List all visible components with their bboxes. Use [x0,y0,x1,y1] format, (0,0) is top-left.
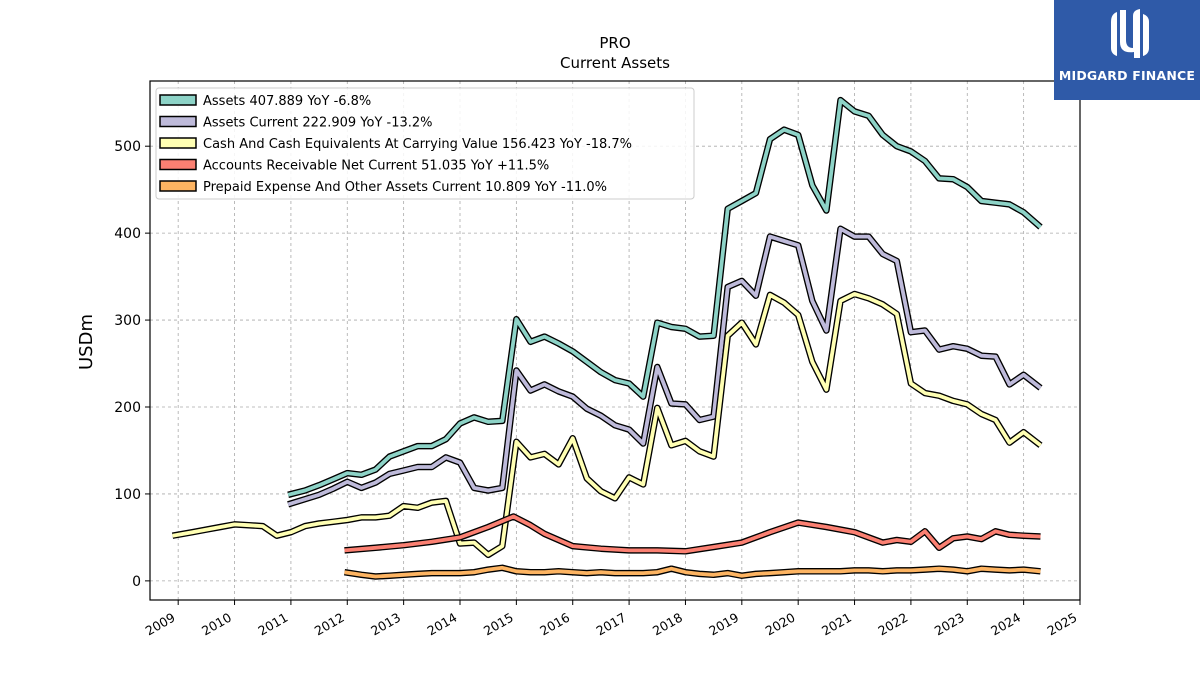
series-line-2 [171,290,1043,559]
series-line-3 [344,513,1041,555]
chart-subtitle: Current Assets [560,54,670,72]
x-tick-label: 2020 [763,610,798,639]
y-tick-label: 0 [132,574,141,590]
series-line-1 [287,225,1043,508]
x-tick-label: 2021 [819,610,854,639]
legend-label: Accounts Receivable Net Current 51.035 Y… [203,159,549,174]
series-path [287,226,1042,507]
legend-label: Assets 407.889 YoY -6.8% [203,94,371,109]
y-tick-label: 100 [114,487,141,503]
legend-label: Assets Current 222.909 YoY -13.2% [203,116,433,131]
x-tick-label: 2019 [706,610,741,639]
chart-title: PRO [599,34,630,52]
legend-swatch [159,115,197,128]
x-tick-label: 2017 [594,610,629,639]
legend-box [155,87,695,200]
series-line-4 [344,564,1041,580]
series-path [172,292,1042,557]
brand-logo: MIDGARD FINANCE [1054,0,1200,100]
x-tick-label: 2024 [988,610,1023,639]
legend-item: Accounts Receivable Net Current 51.035 Y… [159,158,549,174]
x-tick-label: 2014 [424,610,459,639]
legend-item: Cash And Cash Equivalents At Carrying Va… [159,137,632,152]
y-axis-label: USDm [76,314,97,370]
series-path [344,514,1041,554]
series-line-0 [287,96,1043,498]
legend-label: Prepaid Expense And Other Assets Current… [203,180,607,195]
x-tick-label: 2010 [199,610,234,639]
x-tick-label: 2013 [368,610,403,639]
x-tick-label: 2009 [143,610,178,639]
series-path [287,98,1042,497]
legend: Assets 407.889 YoY -6.8% Assets Current 2… [155,87,695,200]
brand-name: MIDGARD FINANCE [1058,68,1196,83]
legend-swatch [159,94,197,106]
legend-swatch [159,158,197,171]
x-tick-label: 2016 [537,610,572,639]
legend-item: Assets 407.889 YoY -6.8% [159,94,371,109]
x-tick-label: 2011 [255,610,290,639]
x-tick-label: 2015 [481,610,516,639]
x-tick-label: 2023 [932,610,967,639]
legend-swatch [159,180,197,192]
brand-mark-icon [1111,9,1149,58]
series-layer [171,96,1043,580]
axis-ticks: 2009 2010 2011 2012 2013 2014 2015 2016 2017 2018… [114,139,1081,639]
legend-item: Assets Current 222.909 YoY -13.2% [159,115,433,131]
x-tick-label: 2025 [1044,610,1079,639]
legend-swatch [159,137,197,149]
plot-frame [149,80,1081,601]
y-tick-label: 500 [114,139,141,155]
x-tick-label: 2018 [650,610,685,639]
x-tick-label: 2022 [875,610,910,639]
series-path [344,565,1041,579]
y-tick-label: 300 [114,313,141,329]
legend-item: Prepaid Expense And Other Assets Current… [159,180,607,195]
legend-label: Cash And Cash Equivalents At Carrying Va… [203,137,632,152]
series-outline [287,225,1043,508]
y-tick-label: 400 [114,226,141,242]
x-tick-label: 2012 [312,610,347,639]
y-tick-label: 200 [114,400,141,416]
